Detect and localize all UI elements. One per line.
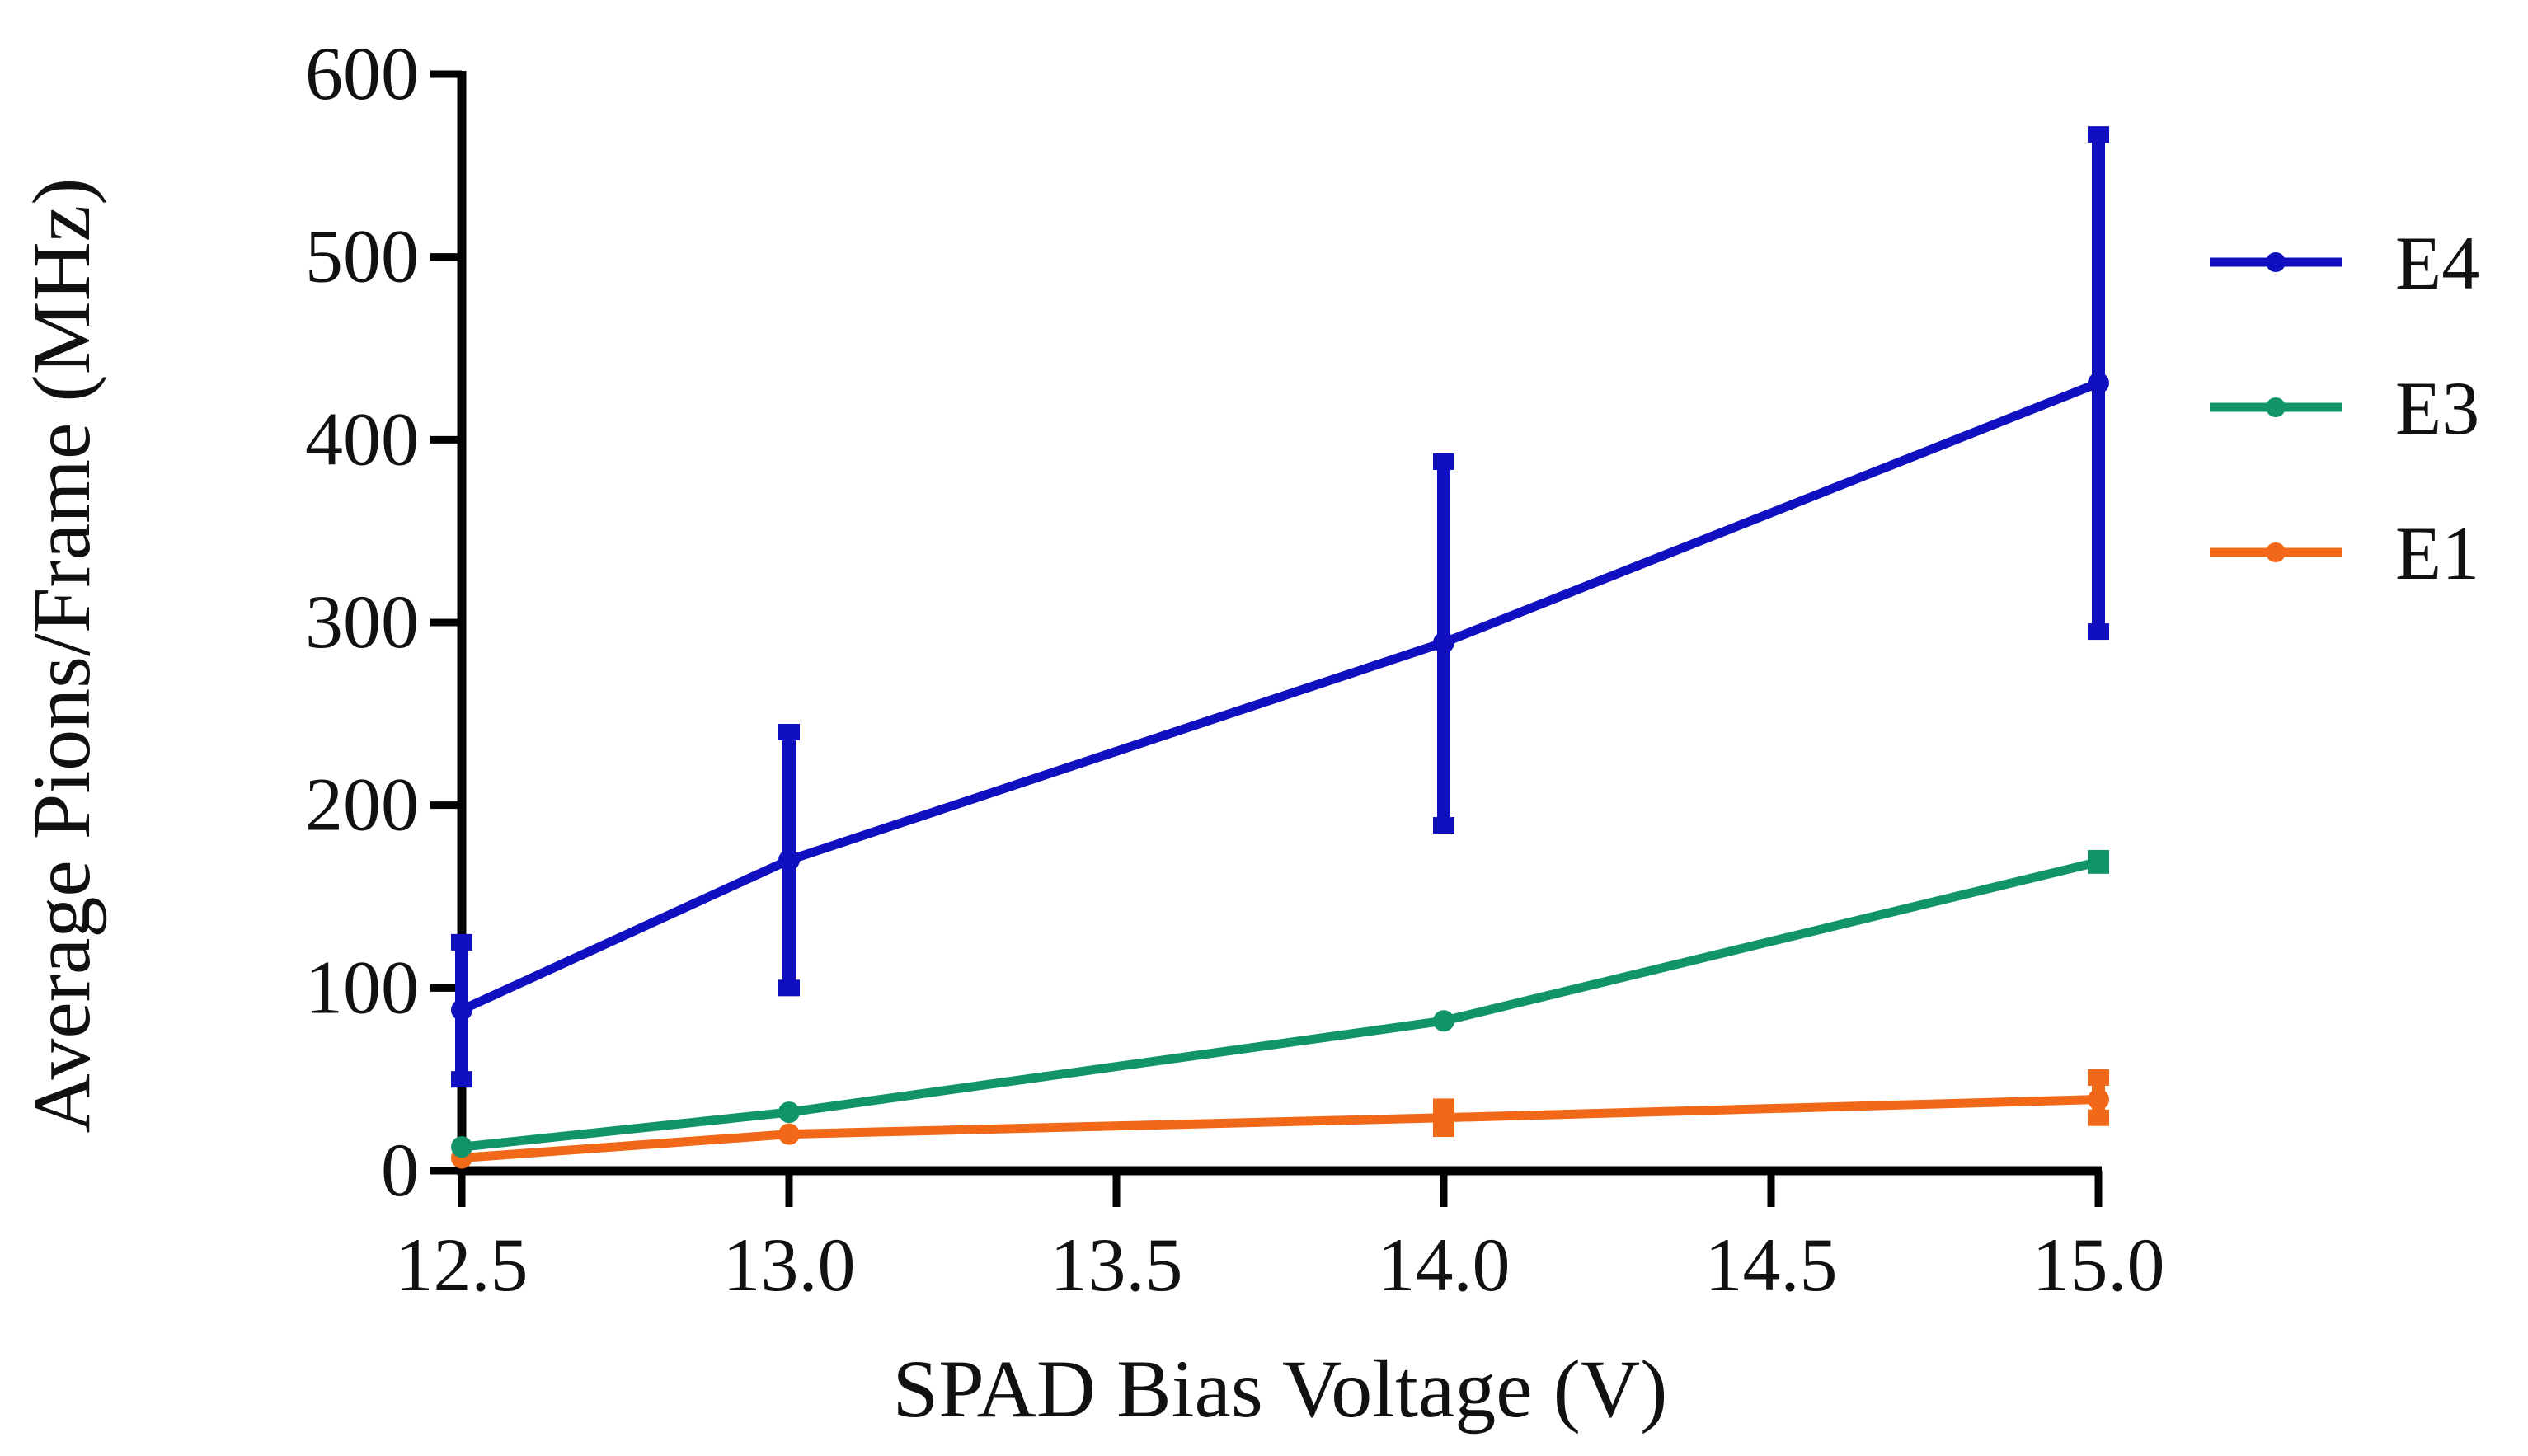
data-point: [1433, 632, 1454, 654]
data-point: [778, 849, 800, 871]
axes: [457, 71, 2102, 1176]
data-point: [2088, 851, 2109, 873]
x-tick-label: 14.5: [1705, 1223, 1838, 1307]
tick-labels: 0 100 200 300 400 500 600 12.5 13.0 13.5 14.0 14.5 1…: [305, 31, 2165, 1307]
x-tick-label: 14.0: [1378, 1223, 1511, 1307]
tick-marks: [430, 70, 2103, 1207]
legend-swatch-marker: [2266, 252, 2286, 272]
legend-swatch-marker: [2266, 542, 2286, 562]
series-e1: [451, 1069, 2109, 1169]
legend-item-e4: E4: [2210, 221, 2479, 305]
y-tick-label: 0: [381, 1128, 419, 1212]
error-bar-cap: [1433, 453, 1454, 470]
x-tick-label: 13.0: [723, 1223, 856, 1307]
error-bar-cap: [2088, 623, 2109, 641]
y-tick-label: 500: [305, 214, 419, 298]
data-point: [2088, 1088, 2109, 1111]
series-e4: [451, 126, 2109, 1088]
y-tick-label: 200: [305, 763, 419, 847]
x-axis-title: SPAD Bias Voltage (V): [893, 1343, 1668, 1435]
y-tick-label: 300: [305, 580, 419, 664]
legend: E4 E3 E1: [2210, 221, 2479, 595]
series-layer: [451, 126, 2109, 1169]
legend-swatch-marker: [2266, 397, 2286, 417]
data-point: [1433, 1106, 1454, 1129]
data-point: [451, 1136, 472, 1158]
error-bar-cap: [778, 724, 800, 740]
y-tick-label: 600: [305, 31, 419, 115]
series-line: [457, 857, 2103, 1152]
data-point: [2088, 372, 2109, 394]
error-bar-cap: [1433, 817, 1454, 834]
y-tick-label: 100: [305, 945, 419, 1029]
data-point: [1433, 1010, 1454, 1032]
y-axis-title: Average Pions/Frame (MHz): [16, 178, 107, 1134]
data-point: [451, 998, 472, 1021]
series-line: [457, 378, 2103, 1015]
error-bar-cap: [2088, 126, 2109, 143]
x-tick-label: 13.5: [1050, 1223, 1183, 1307]
error-bar-cap: [778, 979, 800, 997]
error-bar-cap: [2088, 1069, 2109, 1086]
series-e3: [451, 849, 2109, 1158]
data-point: [778, 1123, 800, 1145]
legend-item-e1: E1: [2210, 511, 2479, 595]
x-tick-label: 12.5: [396, 1223, 529, 1307]
error-bar-cap: [451, 933, 472, 951]
y-tick-label: 400: [305, 397, 419, 481]
error-bar-cap: [451, 1071, 472, 1088]
data-point: [778, 1101, 800, 1124]
series-line: [457, 1095, 2103, 1162]
legend-label: E4: [2395, 221, 2479, 305]
legend-item-e3: E3: [2210, 366, 2479, 450]
x-tick-label: 15.0: [2032, 1223, 2165, 1307]
error-bar-cap: [2088, 1109, 2109, 1126]
legend-label: E3: [2395, 366, 2479, 450]
legend-label: E1: [2395, 511, 2479, 595]
